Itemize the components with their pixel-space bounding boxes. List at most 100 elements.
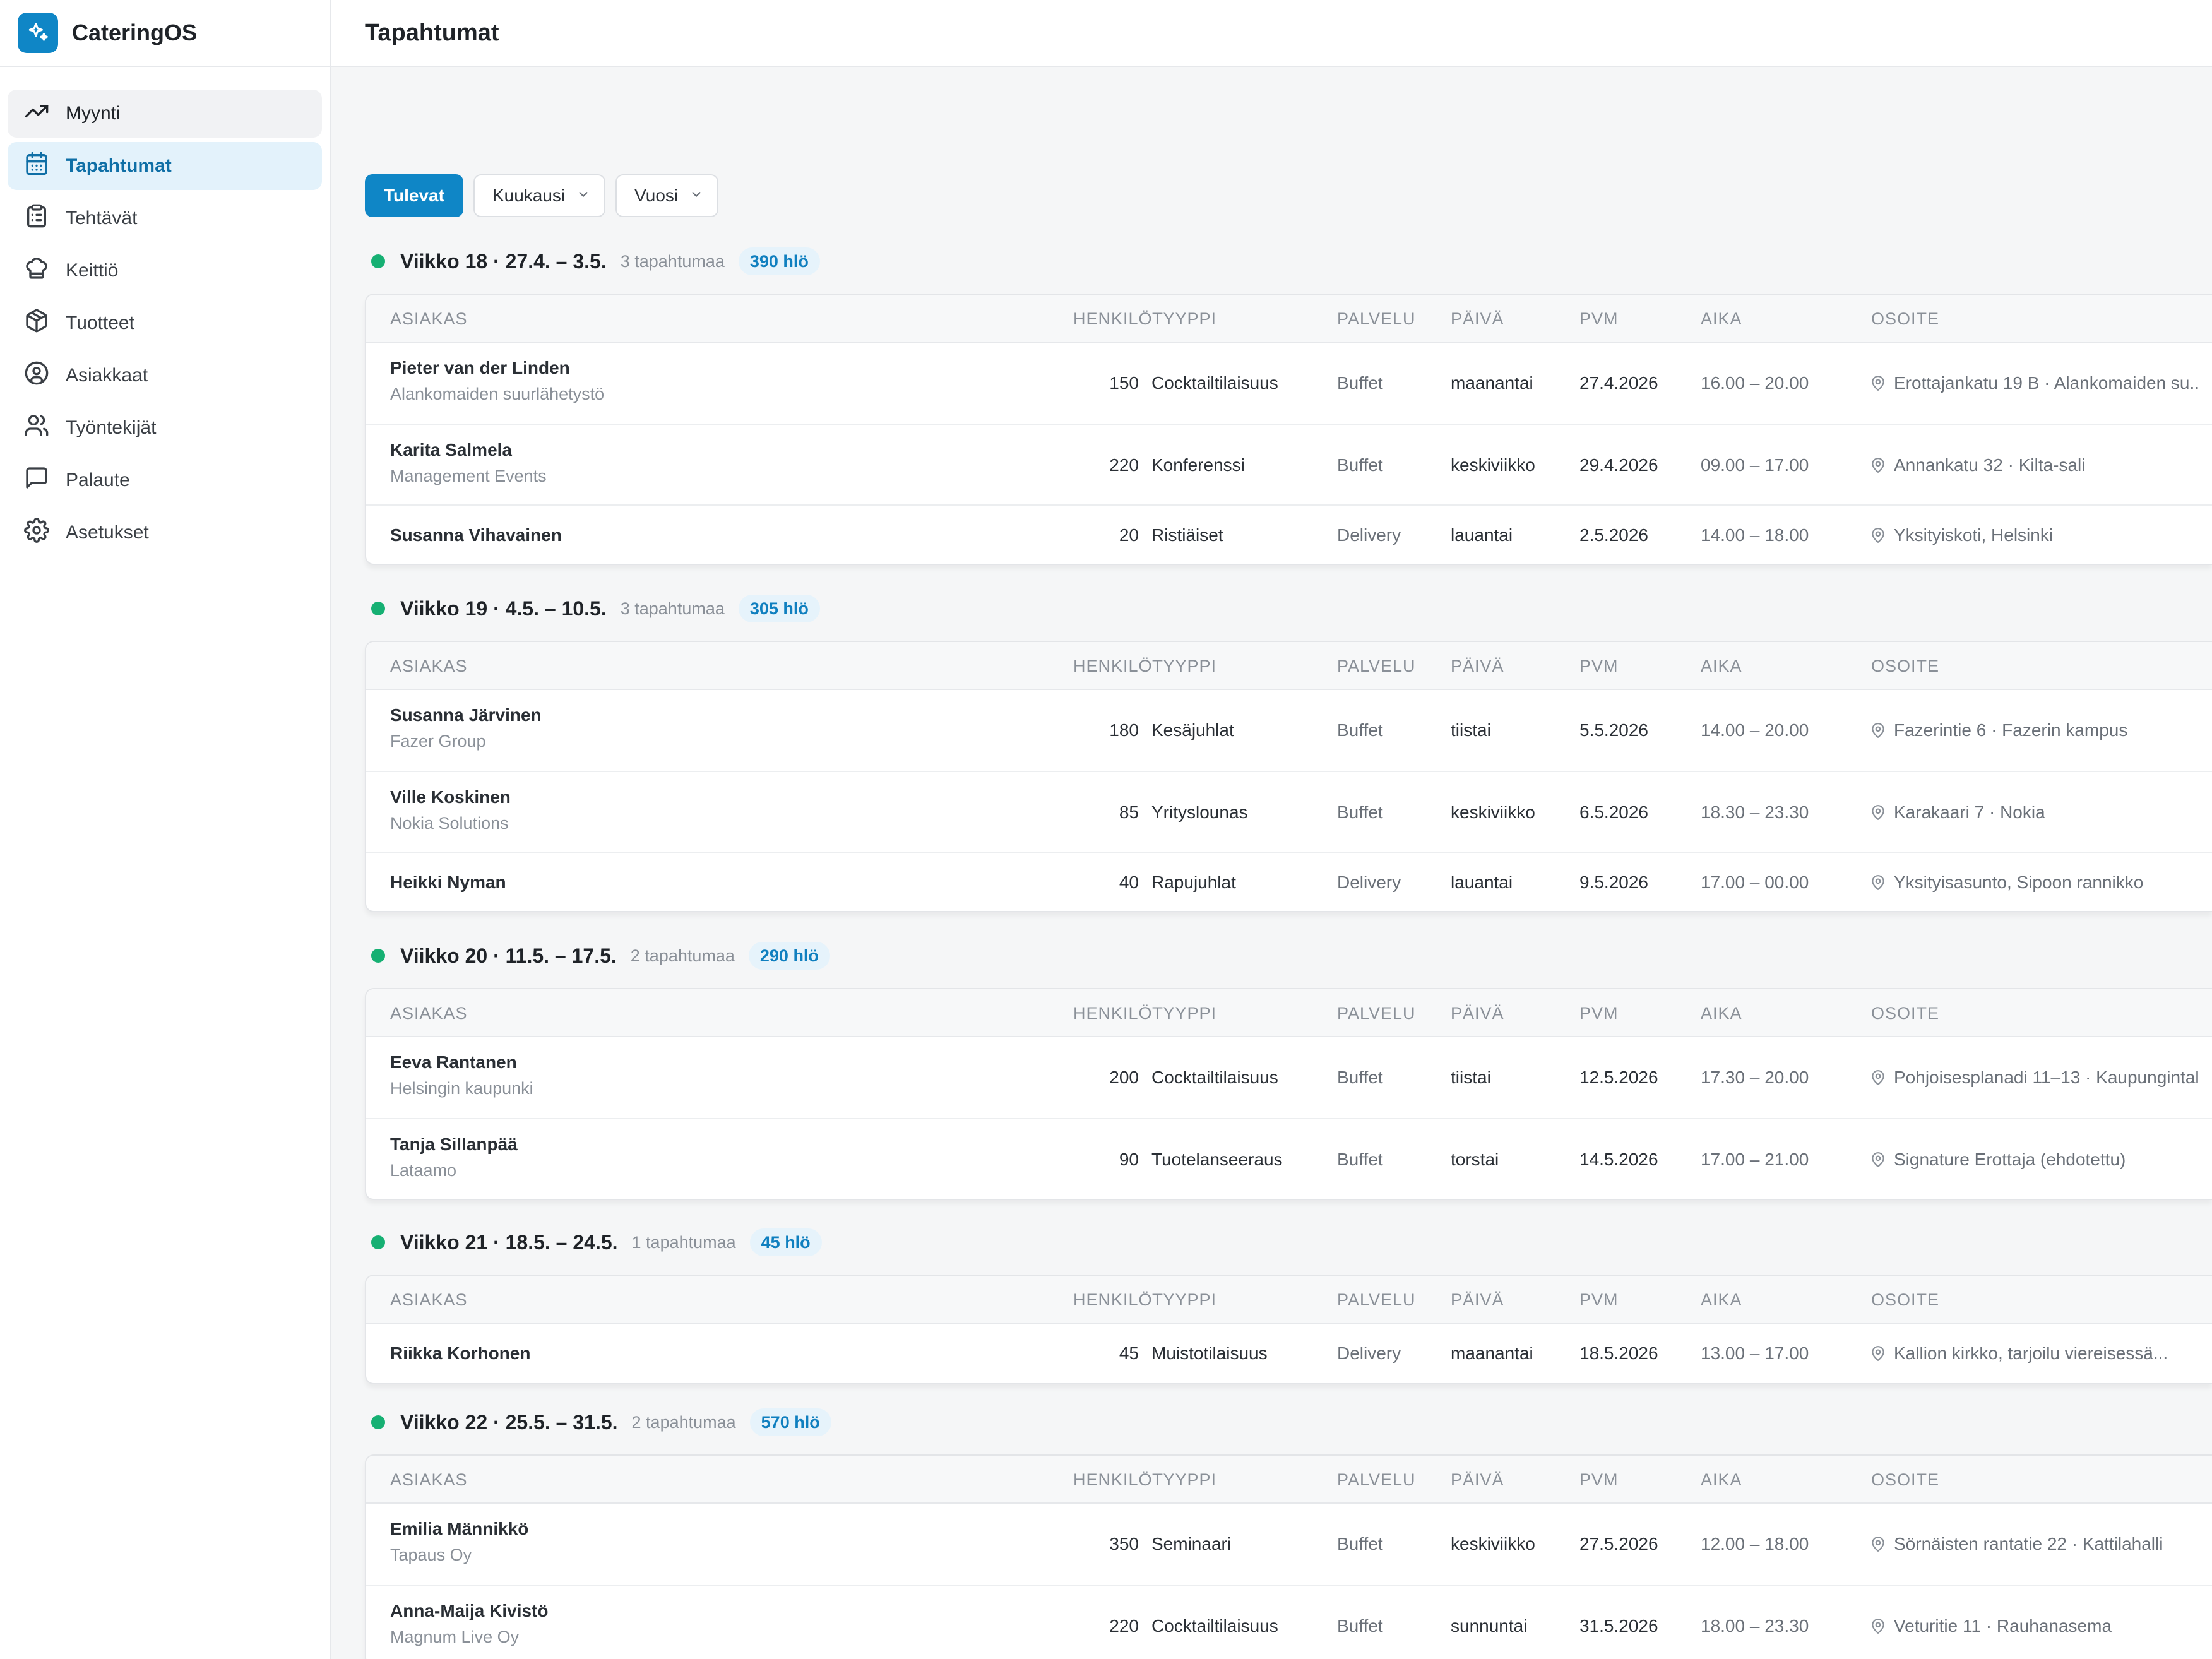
column-header-type[interactable]: TYYPPI (1152, 1004, 1217, 1023)
status-dot (371, 1235, 385, 1249)
upcoming-filter-button[interactable]: Tulevat (365, 174, 463, 217)
column-header-service[interactable]: PALVELU (1337, 309, 1416, 328)
sidebar-item-myynti[interactable]: Myynti (8, 90, 322, 138)
column-header-service[interactable]: PALVELU (1337, 1004, 1416, 1023)
event-address: Yksityisasunto, Sipoon rannikko (1870, 872, 2143, 893)
customer-name: Heikki Nyman (390, 872, 506, 892)
status-dot (371, 254, 385, 268)
map-pin-icon (1870, 722, 1886, 739)
column-header-service[interactable]: PALVELU (1337, 657, 1416, 675)
map-pin-icon (1870, 804, 1886, 821)
persons-badge: 290 hlö (748, 942, 830, 970)
column-header-type[interactable]: TYYPPI (1152, 309, 1217, 328)
persons-badge: 45 hlö (749, 1228, 822, 1256)
sidebar-item-tapahtumat[interactable]: Tapahtumat (8, 142, 322, 190)
event-type: Yrityslounas (1151, 802, 1248, 822)
filter-bar: Tulevat Kuukausi Vuosi (365, 174, 719, 217)
trending-up-icon (24, 98, 49, 129)
event-address: Annankatu 32 · Kilta-sali (1870, 455, 2086, 475)
customer-name: Pieter van der Linden (390, 358, 570, 378)
sidebar-item-tehtavat[interactable]: Tehtävät (8, 194, 322, 242)
table-row[interactable]: Riikka Korhonen 45 Muistotilaisuus Delivery… (366, 1324, 2212, 1383)
week-title: Viikko 22 · 25.5. – 31.5. (400, 1410, 618, 1434)
table-row[interactable]: Pieter van der Linden Alankomaiden suurlä… (366, 343, 2212, 424)
column-header-day[interactable]: PÄIVÄ (1451, 1004, 1504, 1023)
sidebar-item-asetukset[interactable]: Asetukset (8, 509, 322, 557)
column-header-customer[interactable]: ASIAKAS (390, 1290, 468, 1309)
year-select-label: Vuosi (634, 186, 679, 205)
column-header-service[interactable]: PALVELU (1337, 1470, 1416, 1489)
column-header-date[interactable]: PVM (1579, 1470, 1619, 1489)
service-type: Buffet (1337, 1616, 1383, 1636)
column-header-date[interactable]: PVM (1579, 1290, 1619, 1309)
table-header: ASIAKAS HENKILÖT TYYPPI PALVELU PÄIVÄ PVM AIKA… (366, 642, 2212, 690)
column-header-date[interactable]: PVM (1579, 657, 1619, 675)
column-header-customer[interactable]: ASIAKAS (390, 1470, 468, 1489)
column-header-time[interactable]: AIKA (1701, 1470, 1742, 1489)
column-header-day[interactable]: PÄIVÄ (1451, 657, 1504, 675)
column-header-address[interactable]: OSOITE (1871, 309, 1940, 328)
sidebar-item-keittio[interactable]: Keittiö (8, 247, 322, 295)
column-header-customer[interactable]: ASIAKAS (390, 309, 468, 328)
persons-badge: 390 hlö (738, 247, 820, 275)
column-header-time[interactable]: AIKA (1701, 309, 1742, 328)
column-header-customer[interactable]: ASIAKAS (390, 657, 468, 675)
sidebar-item-tyontekijat[interactable]: Työntekijät (8, 404, 322, 452)
column-header-time[interactable]: AIKA (1701, 1290, 1742, 1309)
column-header-day[interactable]: PÄIVÄ (1451, 1470, 1504, 1489)
address-text: Fazerintie 6 · Fazerin kampus (1894, 720, 2128, 740)
column-header-date[interactable]: PVM (1579, 1004, 1619, 1023)
column-header-type[interactable]: TYYPPI (1152, 657, 1217, 675)
column-header-persons[interactable]: HENKILÖT (1073, 1290, 1164, 1309)
week-header: Viikko 20 · 11.5. – 17.5. 2 tapahtumaa 290… (365, 940, 2212, 972)
sidebar-item-asiakkaat[interactable]: Asiakkaat (8, 352, 322, 400)
sidebar-item-palaute[interactable]: Palaute (8, 456, 322, 504)
column-header-service[interactable]: PALVELU (1337, 1290, 1416, 1309)
weekday: tiistai (1451, 720, 1491, 740)
column-header-day[interactable]: PÄIVÄ (1451, 309, 1504, 328)
column-header-time[interactable]: AIKA (1701, 1004, 1742, 1023)
column-header-address[interactable]: OSOITE (1871, 1004, 1940, 1023)
column-header-address[interactable]: OSOITE (1871, 657, 1940, 675)
table-row[interactable]: Heikki Nyman 40 Rapujuhlat Delivery lauantai… (366, 852, 2212, 911)
sidebar-item-tuotteet[interactable]: Tuotteet (8, 299, 322, 347)
column-header-day[interactable]: PÄIVÄ (1451, 1290, 1504, 1309)
week-header: Viikko 22 · 25.5. – 31.5. 2 tapahtumaa 570… (365, 1406, 2212, 1438)
event-type: Ristiäiset (1151, 525, 1223, 545)
map-pin-icon (1870, 1151, 1886, 1168)
column-header-persons[interactable]: HENKILÖT (1073, 1470, 1164, 1489)
sparkles-logo-icon (18, 13, 58, 53)
brand[interactable]: CateringOS (0, 0, 330, 67)
column-header-time[interactable]: AIKA (1701, 657, 1742, 675)
column-header-persons[interactable]: HENKILÖT (1073, 657, 1164, 675)
column-header-address[interactable]: OSOITE (1871, 1290, 1940, 1309)
column-header-address[interactable]: OSOITE (1871, 1470, 1940, 1489)
table-row[interactable]: Emilia Männikkö Tapaus Oy 350 Seminaari Buff… (366, 1504, 2212, 1585)
chevron-down-icon (576, 186, 590, 206)
user-circle-icon (24, 360, 49, 391)
column-header-persons[interactable]: HENKILÖT (1073, 309, 1164, 328)
column-header-date[interactable]: PVM (1579, 309, 1619, 328)
table-row[interactable]: Susanna Vihavainen 20 Ristiäiset Delivery la… (366, 504, 2212, 564)
column-header-persons[interactable]: HENKILÖT (1073, 1004, 1164, 1023)
year-select[interactable]: Vuosi (615, 174, 719, 217)
table-row[interactable]: Susanna Järvinen Fazer Group 180 Kesäjuhlat… (366, 690, 2212, 771)
table-row[interactable]: Karita Salmela Management Events 220 Konfer… (366, 424, 2212, 504)
weekday: keskiviikko (1451, 1534, 1535, 1554)
column-header-type[interactable]: TYYPPI (1152, 1290, 1217, 1309)
week-title: Viikko 21 · 18.5. – 24.5. (400, 1230, 618, 1254)
status-dot (371, 949, 385, 963)
table-header: ASIAKAS HENKILÖT TYYPPI PALVELU PÄIVÄ PVM AIKA… (366, 1456, 2212, 1504)
table-row[interactable]: Ville Koskinen Nokia Solutions 85 Yrityslou… (366, 771, 2212, 852)
column-header-customer[interactable]: ASIAKAS (390, 1004, 468, 1023)
month-select[interactable]: Kuukausi (473, 174, 606, 217)
customer-organization: Fazer Group (390, 732, 486, 751)
event-time: 18.30 – 23.30 (1701, 802, 1809, 822)
week-title: Viikko 19 · 4.5. – 10.5. (400, 597, 607, 620)
weekday: sunnuntai (1451, 1616, 1528, 1636)
table-row[interactable]: Tanja Sillanpää Lataamo 90 Tuotelanseeraus B… (366, 1118, 2212, 1199)
table-row[interactable]: Eeva Rantanen Helsingin kaupunki 200 Cockta… (366, 1037, 2212, 1118)
table-row[interactable]: Anna-Maija Kivistö Magnum Live Oy 220 Cockt… (366, 1585, 2212, 1659)
column-header-type[interactable]: TYYPPI (1152, 1470, 1217, 1489)
event-date: 27.4.2026 (1579, 373, 1658, 393)
